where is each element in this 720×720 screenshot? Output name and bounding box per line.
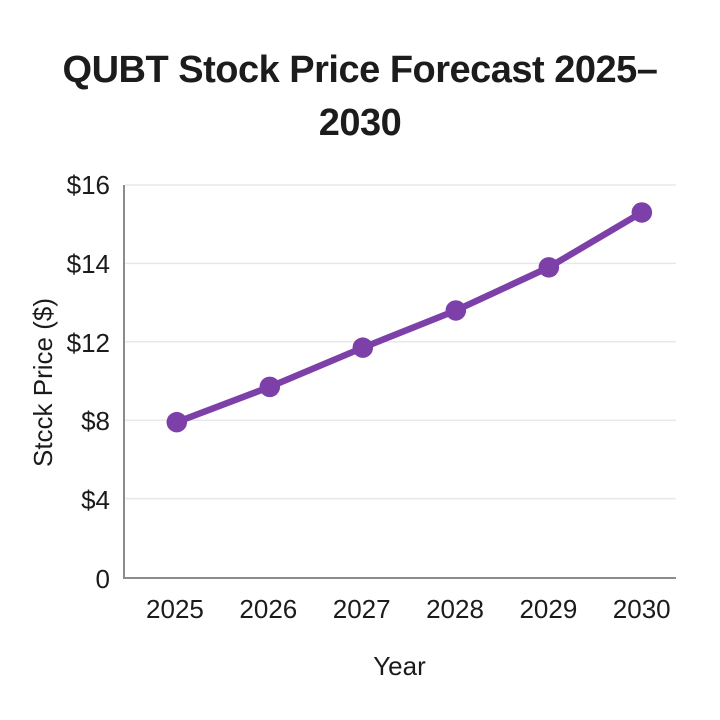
x-tick-label-2026: 2026 (239, 594, 298, 624)
data-point-marker-2028 (445, 300, 467, 321)
y-tick-label-16: $16 (66, 170, 110, 200)
plot-area (123, 184, 676, 579)
y-axis-label: Stcck Price ($) (16, 185, 72, 579)
y-tick-label-0: 0 (95, 564, 110, 594)
y-tick-label-8: $8 (81, 406, 110, 437)
line-chart-svg (125, 184, 676, 500)
x-axis-label: Year (373, 651, 426, 681)
data-point-marker-2030 (631, 202, 653, 223)
x-tick-label-2030: 2030 (612, 594, 671, 624)
x-tick-label-2025: 2025 (146, 594, 204, 624)
y-tick-label-14: $14 (66, 248, 110, 279)
y-tick-label-4: $4 (81, 485, 110, 516)
x-tick-label-2028: 2028 (426, 594, 484, 624)
chart-title: QUBT Stock Price Forecast 2025–2030 (62, 49, 658, 144)
data-point-marker-2027 (352, 337, 374, 358)
data-point-marker-2025 (166, 411, 188, 433)
y-axis-label-text: Stcck Price ($) (28, 297, 59, 467)
x-tick-label-2029: 2029 (519, 594, 578, 624)
data-point-marker-2026 (259, 376, 281, 398)
data-point-marker-2029 (538, 257, 560, 278)
forecast-line-series (173, 209, 646, 426)
x-tick-label-2027: 2027 (332, 594, 391, 624)
y-tick-label-12: $12 (66, 327, 110, 358)
